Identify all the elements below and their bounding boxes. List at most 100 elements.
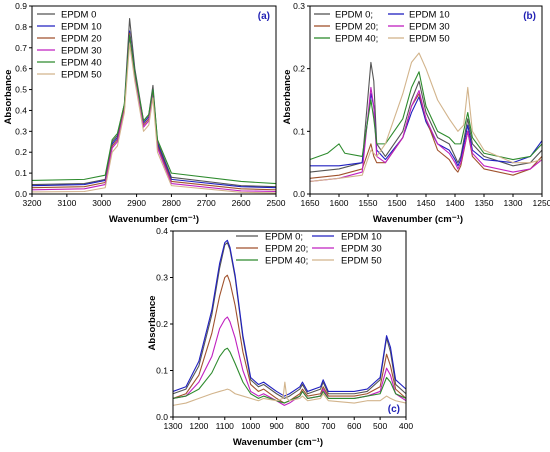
- panel-a-ytick-label-3: 0.3: [15, 126, 27, 136]
- panel-a-xtick-label-7: 2500: [267, 198, 286, 208]
- panel-b-ylabel: Absorbance: [282, 70, 293, 125]
- panel-b-xtick-label-6: 1350: [475, 198, 494, 208]
- panel-c-series-epdm-20: [172, 274, 407, 404]
- panel-c-series-epdm-0: [172, 242, 407, 399]
- legend-c-label-5: EPDM 50: [341, 256, 382, 267]
- panel-b-series-epdm-30: [309, 86, 543, 183]
- panel-a-series: [31, 17, 277, 194]
- panel-c-xtick-label-2: 1100: [216, 421, 235, 431]
- legend-a-label-0: EPDM 0: [61, 10, 96, 21]
- panel-b-ytick-label-1: 0.1: [293, 126, 305, 136]
- panel-b-xtick-label-4: 1450: [417, 198, 436, 208]
- legend-c-label-1: EPDM 10: [341, 232, 382, 243]
- panel-c-series-epdm-50: [172, 381, 407, 406]
- panel-b-xtick-label-5: 1400: [446, 198, 465, 208]
- panel-a-ytick-label-5: 0.5: [15, 85, 27, 95]
- legend-b-label-0: EPDM 0;: [335, 10, 373, 21]
- legend-a-label-5: EPDM 50: [61, 70, 102, 81]
- panel-b-xtick-label-0: 1650: [301, 198, 320, 208]
- panel-c-ticks: 1300 1200 1100 1000 900 800 700 600 500 400 0.0 0.1…: [156, 226, 413, 431]
- panel-c-xtick-label-1: 1200: [189, 421, 208, 431]
- panel-b-series-epdm-0: [309, 61, 543, 173]
- panel-c-xtick-label-3: 1000: [241, 421, 260, 431]
- panel-a-ytick-label-0: 0.0: [15, 189, 27, 199]
- panel-b-series-epdm-20: [309, 93, 543, 179]
- panel-b-frame: [309, 5, 543, 195]
- panel-c-ytick-label-1: 0.1: [156, 366, 168, 376]
- panel-a: Absorbance Wavenumber (cm⁻¹) 3200 3100 300…: [3, 1, 286, 225]
- panel-a-series-epdm-30: [31, 34, 277, 193]
- panel-c-xtick-label-7: 600: [347, 421, 361, 431]
- panel-c-frame: [172, 230, 407, 418]
- legend-c-label-3: EPDM 30: [341, 244, 382, 255]
- legend-b-label-3: EPDM 30: [409, 22, 450, 33]
- legend-a-label-1: EPDM 10: [61, 22, 102, 33]
- panel-a-ytick-label-1: 0.1: [15, 168, 27, 178]
- panel-c-xtick-label-6: 700: [321, 421, 335, 431]
- panel-b-ytick-label-0: 0.0: [293, 189, 305, 199]
- panel-c-ylabel: Absorbance: [147, 296, 158, 351]
- legend-a-label-2: EPDM 20: [61, 34, 102, 45]
- panel-a-xtick-label-5: 2700: [197, 198, 216, 208]
- panel-c-series-epdm-10: [172, 239, 407, 397]
- panel-a-ticks: 3200 3100 3000 2900 2800 2700 2600 2500 0.0 0.1 0.…: [15, 1, 286, 208]
- panel-c-xtick-label-0: 1300: [164, 421, 183, 431]
- legend-b-label-1: EPDM 10: [409, 10, 450, 21]
- panel-a-frame: [31, 5, 277, 195]
- panel-c-xtick-label-5: 800: [295, 421, 309, 431]
- panel-a-label: (a): [258, 11, 270, 22]
- panel-c-xtick-label-4: 900: [269, 421, 283, 431]
- panel-a-series-epdm-40: [31, 34, 277, 185]
- panel-a-xlabel: Wavenumber (cm⁻¹): [109, 214, 199, 225]
- panel-a-xtick-label-6: 2600: [232, 198, 251, 208]
- panel-b-series-epdm-50: [309, 52, 543, 183]
- panel-a-xtick-label-2: 3000: [92, 198, 111, 208]
- panel-b-xtick-label-3: 1500: [388, 198, 407, 208]
- panel-a-ytick-label-9: 0.9: [15, 1, 27, 11]
- panel-b-ytick-label-3: 0.3: [293, 1, 305, 11]
- panel-a-xtick-label-1: 3100: [57, 198, 76, 208]
- panel-a-xtick-label-4: 2800: [162, 198, 181, 208]
- legend-b-label-4: EPDM 40;: [335, 34, 378, 45]
- panel-a-legend: EPDM 0 EPDM 10 EPDM 20 EPDM 30 EPDM 40 E…: [37, 10, 102, 81]
- panel-b-ticks: 1650 1600 1550 1500 1450 1400 1350 1300 1250 0.0 0…: [293, 1, 550, 208]
- panel-c-ytick-label-4: 0.4: [156, 226, 168, 236]
- panel-c-ytick-label-3: 0.3: [156, 273, 168, 283]
- panel-b-ytick-label-2: 0.2: [293, 64, 305, 74]
- panel-b-xtick-label-1: 1600: [330, 198, 349, 208]
- panel-a-ylabel: Absorbance: [3, 70, 14, 125]
- panel-b-xtick-label-7: 1300: [504, 198, 523, 208]
- panel-b: Absorbance Wavenumber (cm⁻¹) 1650 1600 155…: [282, 1, 550, 225]
- legend-b-label-2: EPDM 20;: [335, 22, 378, 33]
- panel-a-xtick-label-3: 2900: [127, 198, 146, 208]
- panel-b-label: (b): [523, 11, 536, 22]
- legend-a-label-3: EPDM 30: [61, 46, 102, 57]
- legend-c-label-4: EPDM 40;: [265, 256, 308, 267]
- legend-c-label-0: EPDM 0;: [265, 232, 303, 243]
- panel-c-xlabel: Wavenumber (cm⁻¹): [233, 437, 323, 448]
- panel-c-series-epdm-30: [172, 316, 407, 406]
- panel-c-xtick-label-9: 400: [399, 421, 413, 431]
- legend-b-label-5: EPDM 50: [409, 34, 450, 45]
- panel-b-legend: EPDM 0; EPDM 10 EPDM 20; EPDM 30 EPDM 40…: [314, 10, 450, 45]
- panel-c-ytick-label-2: 0.2: [156, 319, 168, 329]
- panel-a-ytick-label-7: 0.7: [15, 43, 27, 53]
- panel-b-xtick-label-8: 1250: [533, 198, 550, 208]
- panel-c-label: (c): [388, 404, 400, 415]
- panel-c-legend: EPDM 0; EPDM 10 EPDM 20; EPDM 30 EPDM 40…: [236, 232, 382, 267]
- panel-c-ytick-label-0: 0.0: [156, 412, 168, 422]
- panel-b-xlabel: Wavenumber (cm⁻¹): [373, 214, 463, 225]
- legend-a-label-4: EPDM 40: [61, 58, 102, 69]
- panel-b-series-epdm-40: [309, 71, 543, 161]
- panel-c: Absorbance Wavenumber (cm⁻¹) 1300 1200 110…: [147, 226, 413, 448]
- panel-a-xtick-label-0: 3200: [23, 198, 42, 208]
- panel-a-ytick-label-2: 0.2: [15, 147, 27, 157]
- panel-a-ytick-label-8: 0.8: [15, 22, 27, 32]
- panel-c-series: [172, 239, 407, 406]
- panel-b-series: [309, 52, 543, 183]
- panel-a-series-epdm-50: [31, 43, 277, 194]
- panel-c-xtick-label-8: 500: [373, 421, 387, 431]
- panel-c-series-epdm-40: [172, 347, 407, 404]
- legend-c-label-2: EPDM 20;: [265, 244, 308, 255]
